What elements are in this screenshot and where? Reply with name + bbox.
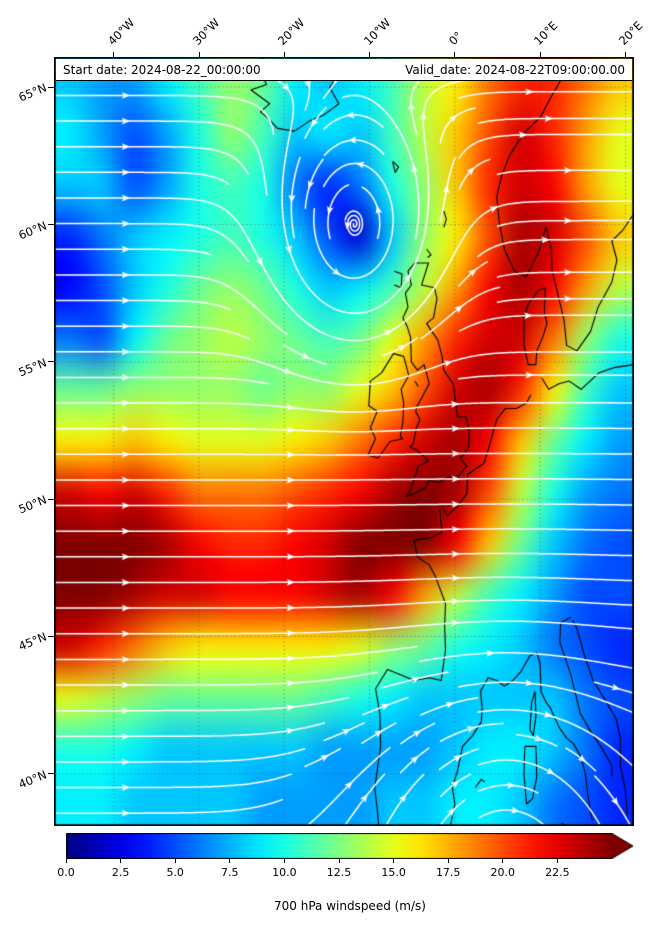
colorbar-tick-mark — [556, 859, 558, 863]
colorbar-tick-label: 20.0 — [490, 866, 516, 879]
colorbar-tick-label: 22.5 — [545, 866, 570, 879]
lon-tick-mark — [113, 52, 115, 57]
colorbar-tick-mark — [65, 859, 67, 863]
lon-tick-label: 20°E — [616, 18, 646, 48]
lat-tick-label: 50°N — [16, 492, 49, 517]
lon-tick-label: 10°W — [360, 15, 393, 48]
lat-tick-label: 40°N — [16, 767, 49, 792]
start-date-text: Start date: 2024-08-22_00:00:00 — [63, 62, 261, 77]
lon-tick-mark — [369, 52, 371, 57]
colorbar-gradient-canvas — [66, 833, 634, 859]
colorbar-tick-label: 2.5 — [111, 866, 130, 879]
colorbar-tick-mark — [229, 859, 231, 863]
lat-tick-mark — [48, 361, 54, 363]
lon-tick-label: 0° — [445, 28, 466, 48]
colorbar-tick-label: 5.0 — [166, 866, 184, 879]
colorbar-tick-mark — [174, 859, 176, 863]
lat-tick-label: 55°N — [16, 355, 49, 380]
colorbar-tick-mark — [502, 859, 504, 863]
colorbar-tick-label: 0.0 — [57, 866, 75, 879]
colorbar-tick-mark — [120, 859, 122, 863]
lon-tick-mark — [454, 52, 456, 57]
colorbar-tick-label: 10.0 — [272, 866, 297, 879]
colorbar-axis-label: 700 hPa windspeed (m/s) — [274, 899, 426, 913]
windspeed-map-canvas — [54, 57, 634, 826]
lat-tick-mark — [48, 224, 54, 226]
annotation-band: Start date: 2024-08-22_00:00:00 Valid_da… — [56, 59, 632, 81]
map-plot-area: Start date: 2024-08-22_00:00:00 Valid_da… — [54, 57, 634, 826]
colorbar-tick-label: 7.5 — [221, 866, 239, 879]
colorbar-tick-mark — [338, 859, 340, 863]
lat-tick-label: 65°N — [16, 80, 49, 105]
lon-tick-label: 20°W — [275, 15, 308, 48]
lon-tick-label: 10°E — [531, 18, 561, 48]
lon-tick-mark — [624, 52, 626, 57]
lat-tick-mark — [48, 773, 54, 775]
colorbar-tick-mark — [283, 859, 285, 863]
lat-tick-mark — [48, 498, 54, 500]
lon-tick-label: 40°W — [104, 15, 138, 48]
lat-tick-mark — [48, 635, 54, 637]
lon-tick-mark — [283, 52, 285, 57]
lon-tick-mark — [198, 52, 200, 57]
colorbar-tick-label: 17.5 — [435, 866, 461, 879]
lat-tick-mark — [48, 86, 54, 88]
colorbar-tick-label: 12.5 — [326, 866, 352, 879]
colorbar-tick-mark — [447, 859, 449, 863]
lon-tick-mark — [539, 52, 541, 57]
lat-tick-label: 60°N — [16, 218, 49, 242]
valid-date-text: Valid_date: 2024-08-22T09:00:00.00 — [405, 62, 625, 77]
lon-tick-label: 30°W — [189, 15, 223, 48]
colorbar-tick-mark — [393, 859, 395, 863]
lat-tick-label: 45°N — [16, 629, 49, 654]
colorbar-tick-label: 15.0 — [381, 866, 406, 879]
colorbar — [66, 833, 634, 859]
